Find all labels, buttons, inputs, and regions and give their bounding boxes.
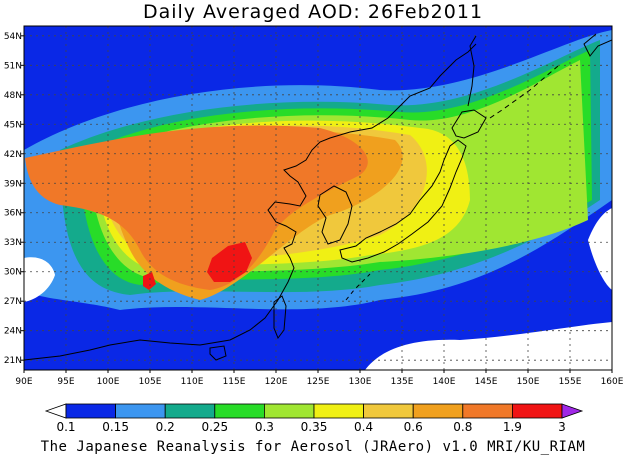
lat-tick-label: 51N bbox=[4, 61, 22, 71]
lon-tick-label: 100E bbox=[97, 377, 120, 387]
lon-tick-label: 145E bbox=[475, 377, 498, 387]
coastline-hainan bbox=[209, 345, 227, 361]
lon-tick-labels: 90E 95E 100E 105E 110E 115E 120E 125E 130E 135E 14… bbox=[15, 370, 624, 387]
lat-tick-label: 36N bbox=[4, 209, 22, 219]
lat-tick-labels: 21N 24N 27N 30N 33N 36N 39N 42N 45N 48N 51N 54N bbox=[4, 32, 24, 366]
colorbar-low-triangle bbox=[44, 403, 67, 419]
colorbar-swatch bbox=[214, 403, 265, 419]
lat-tick-label: 54N bbox=[4, 32, 22, 42]
colorbar-label: 0.8 bbox=[453, 420, 472, 434]
colorbar-label: 3 bbox=[558, 420, 566, 434]
lon-tick-label: 150E bbox=[517, 377, 540, 387]
lat-tick-label: 42N bbox=[4, 150, 22, 160]
colorbar-swatch bbox=[263, 403, 315, 419]
lon-tick-label: 160E bbox=[601, 377, 624, 387]
lon-tick-label: 155E bbox=[559, 377, 582, 387]
lon-tick-label: 125E bbox=[307, 377, 330, 387]
colorbar-label: 0.4 bbox=[354, 420, 373, 434]
coastline-korea bbox=[317, 185, 353, 245]
lat-tick-label: 27N bbox=[4, 297, 22, 307]
colorbar-label: 0.1 bbox=[56, 420, 75, 434]
colorbar-swatch bbox=[164, 403, 216, 419]
lon-tick-label: 130E bbox=[349, 377, 372, 387]
colorbar-label: 0.35 bbox=[301, 420, 328, 434]
colorbar-swatch bbox=[115, 403, 166, 419]
coastline-sakhalin bbox=[467, 35, 477, 107]
colorbar-label: 0.2 bbox=[156, 420, 175, 434]
colorbar-label: 0.25 bbox=[201, 420, 228, 434]
lat-tick-label: 48N bbox=[4, 91, 22, 101]
kuril-islands bbox=[489, 65, 559, 119]
coastline-taiwan bbox=[273, 295, 287, 340]
coastline-hokkaido bbox=[451, 109, 487, 139]
lon-tick-label: 115E bbox=[223, 377, 246, 387]
colorbar-label: 0.3 bbox=[255, 420, 274, 434]
lon-tick-label: 90E bbox=[15, 377, 32, 387]
grid-lines bbox=[24, 26, 612, 370]
colorbar-label: 0.6 bbox=[404, 420, 423, 434]
lat-tick-label: 45N bbox=[4, 120, 22, 130]
ryukyu-islands bbox=[345, 273, 371, 301]
aod-field bbox=[24, 26, 612, 370]
clean-air-region-west bbox=[24, 257, 55, 302]
lat-tick-label: 33N bbox=[4, 238, 22, 248]
coastline-japan bbox=[339, 139, 467, 263]
colorbar-swatch bbox=[65, 403, 116, 419]
lat-tick-label: 30N bbox=[4, 268, 22, 278]
aod-region-dark-orange bbox=[25, 125, 368, 290]
colorbar: 0.1 0.15 0.2 0.25 0.3 0.35 0.4 0.6 0.8 1.9 3 bbox=[44, 403, 584, 434]
colorbar-swatch bbox=[313, 403, 364, 419]
footer-credit: The Japanese Reanalysis for Aerosol (JRA… bbox=[40, 439, 586, 455]
colorbar-swatch bbox=[512, 403, 563, 419]
lon-tick-label: 110E bbox=[181, 377, 204, 387]
coastline-kamchatka bbox=[583, 33, 612, 57]
aod-hotspot-2 bbox=[143, 272, 156, 290]
colorbar-label: 1.9 bbox=[503, 420, 522, 434]
lat-tick-label: 39N bbox=[4, 179, 22, 189]
lon-tick-label: 105E bbox=[139, 377, 162, 387]
lon-tick-label: 120E bbox=[265, 377, 288, 387]
lon-tick-label: 95E bbox=[57, 377, 74, 387]
lat-tick-label: 21N bbox=[4, 356, 22, 366]
clean-air-region-south bbox=[365, 322, 612, 370]
colorbar-swatch bbox=[462, 403, 513, 419]
colorbar-swatch bbox=[363, 403, 414, 419]
colorbar-high-triangle bbox=[561, 403, 584, 419]
lat-tick-label: 24N bbox=[4, 327, 22, 337]
coastline-china bbox=[24, 43, 477, 361]
colorbar-swatch bbox=[412, 403, 464, 419]
colorbar-label: 0.15 bbox=[102, 420, 129, 434]
clean-air-region-east bbox=[588, 208, 612, 290]
coastlines bbox=[24, 33, 612, 361]
lon-tick-label: 140E bbox=[433, 377, 456, 387]
map-title: Daily Averaged AOD: 26Feb2011 bbox=[142, 1, 484, 23]
lon-tick-label: 135E bbox=[391, 377, 414, 387]
